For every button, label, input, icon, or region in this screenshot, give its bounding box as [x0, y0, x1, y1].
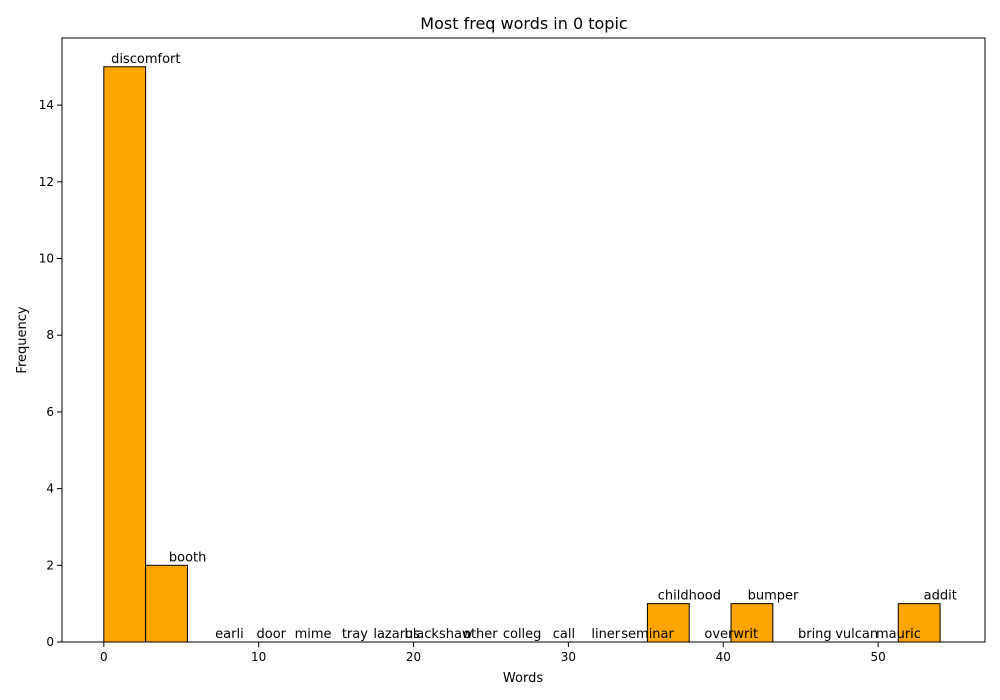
bar-0 — [103, 66, 147, 643]
bar-label-9: colleg — [503, 627, 542, 642]
bars-group — [103, 66, 941, 643]
bar-label-13: childhood — [658, 589, 721, 604]
y-tick-label-0: 0 — [46, 635, 54, 649]
y-tick-label-3: 6 — [46, 405, 54, 419]
bar-label-17: vulcan — [835, 627, 878, 642]
bar-label-8: other — [463, 627, 498, 642]
x-tick-label-4: 40 — [716, 650, 731, 664]
x-axis-label: Words — [503, 671, 543, 686]
bar-label-15: bumper — [748, 589, 799, 604]
bar-label-3: door — [256, 627, 286, 642]
y-tick-label-6: 12 — [39, 175, 54, 189]
bar-label-4: mime — [295, 627, 332, 642]
plot-area-frame — [61, 37, 986, 643]
bar-label-7: blackshaw — [404, 627, 472, 642]
x-axis: 0 10 20 30 40 50 — [100, 642, 886, 664]
bar-label-1: booth — [169, 550, 207, 565]
bar-label-11: liner — [591, 627, 620, 642]
bar-2 — [646, 603, 690, 643]
y-tick-label-5: 10 — [39, 252, 54, 266]
bar-label-19: addit — [924, 589, 957, 604]
bar-label-0: discomfort — [111, 52, 180, 67]
bar-label-6: lazarus — [373, 627, 420, 642]
y-tick-label-1: 2 — [46, 558, 54, 572]
chart-title: Most freq words in 0 topic — [420, 14, 627, 33]
bar-label-2: earli — [215, 627, 244, 642]
y-tick-label-2: 4 — [46, 482, 54, 496]
x-tick-label-1: 10 — [251, 650, 266, 664]
bar-label-12: seminar — [621, 627, 674, 642]
bar-label-5: tray — [342, 627, 368, 642]
y-tick-label-4: 8 — [46, 328, 54, 342]
x-tick-label-0: 0 — [100, 650, 108, 664]
x-tick-label-2: 20 — [406, 650, 421, 664]
y-axis: 0 2 4 6 8 10 12 14 — [39, 98, 62, 649]
x-tick-label-5: 50 — [871, 650, 886, 664]
y-tick-label-7: 14 — [39, 98, 54, 112]
y-axis-label: Frequency — [15, 306, 30, 373]
bar-label-10: call — [553, 627, 575, 642]
x-tick-label-3: 30 — [561, 650, 576, 664]
bar-label-18: mauric — [876, 627, 921, 642]
bar-label-14: overwrit — [704, 627, 758, 642]
bar-1 — [145, 564, 188, 643]
bar-label-16: bring — [798, 627, 832, 642]
